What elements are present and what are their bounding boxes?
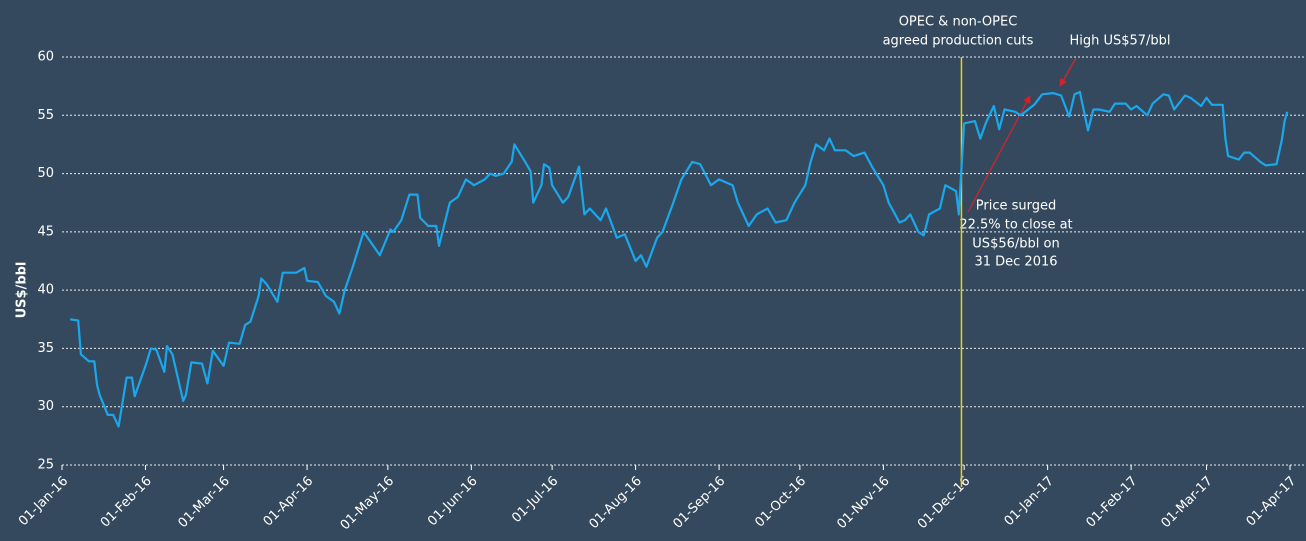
y-tick-label: 60: [37, 50, 54, 65]
annotation-text: OPEC & non-OPEC: [899, 15, 1018, 30]
y-tick-label: 25: [37, 458, 54, 473]
price-line: [69, 90, 1289, 428]
y-tick-label: 30: [37, 399, 54, 414]
annotation-high: High US$57/bbl: [1059, 34, 1171, 87]
y-axis-label: US$/bbl: [15, 262, 30, 319]
x-tick-label: 01-Mar-17: [1158, 474, 1215, 531]
annotation-text: 31 Dec 2016: [974, 255, 1057, 270]
x-tick-label: 01-Apr-16: [261, 474, 317, 530]
x-tick-label: 01-Oct-16: [752, 474, 809, 531]
annotation-arrow: [967, 95, 1031, 213]
annotation-text: agreed production cuts: [883, 34, 1034, 49]
x-tick-label: 01-Apr-17: [1244, 474, 1300, 530]
x-tick-label: 01-Nov-16: [834, 474, 892, 532]
x-tick-label: 01-Aug-16: [587, 474, 645, 532]
y-tick-label: 55: [37, 108, 54, 123]
annotation-text: High US$57/bbl: [1069, 34, 1170, 49]
x-tick-label: 01-Jul-16: [509, 474, 561, 526]
y-tick-label: 40: [37, 283, 54, 298]
x-tick-label: 01-Feb-16: [98, 474, 155, 531]
annotation-opec: OPEC & non-OPEC agreed production cuts: [883, 15, 1034, 49]
x-tick-label: 01-Dec-16: [915, 474, 973, 532]
x-tick-label: 01-Jan-17: [1002, 474, 1057, 529]
x-tick-label: 01-May-16: [338, 474, 397, 533]
y-tick-label: 35: [37, 341, 54, 356]
x-tick-label: 01-Feb-17: [1084, 474, 1141, 531]
annotation-text: 22.5% to close at: [959, 218, 1072, 233]
annotation-text: Price surged: [976, 199, 1056, 214]
x-tick-label: 01-Jan-16: [16, 474, 71, 529]
x-tick-label: 01-Jun-16: [425, 474, 481, 530]
x-tick-label: 01-Sep-16: [670, 474, 728, 532]
annotation-surge: Price surged 22.5% to close at US$56/bbl…: [959, 95, 1073, 270]
x-tick-label: 01-Mar-16: [175, 474, 232, 531]
annotation-arrow: [1059, 57, 1077, 87]
y-tick-label: 45: [37, 224, 54, 239]
y-tick-label: 50: [37, 166, 54, 181]
annotation-text: US$56/bbl on: [972, 237, 1059, 252]
